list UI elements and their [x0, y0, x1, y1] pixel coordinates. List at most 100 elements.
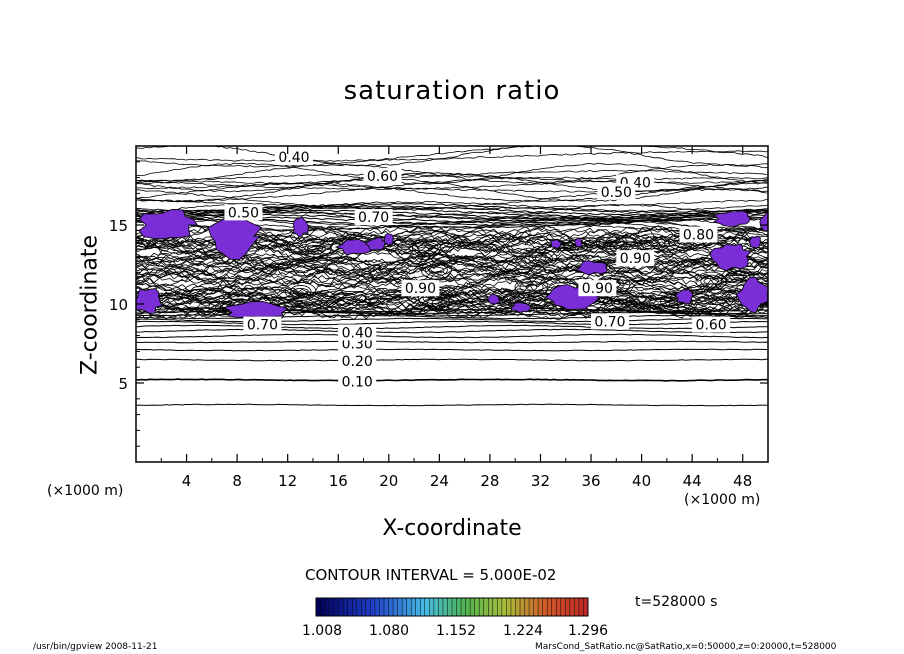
colorbar-stripe: [433, 598, 439, 616]
supersaturated-region: [675, 288, 694, 305]
colorbar-stripe: [424, 598, 430, 616]
contour-label-bg: [224, 204, 263, 221]
supersaturated-region: [383, 232, 395, 248]
contour-line: [136, 348, 768, 352]
supersaturated-region: [364, 237, 388, 251]
supersaturated-regions: [136, 208, 768, 319]
supersaturated-region: [710, 243, 752, 271]
colorbar-stripe: [347, 598, 353, 616]
contour-label: 0.60: [367, 169, 398, 185]
contour-line: [136, 403, 768, 407]
contour-label: 0.60: [696, 318, 727, 334]
colorbar-tick-label: 1.080: [368, 623, 410, 639]
supersaturated-region: [713, 210, 754, 227]
contour-label: 0.30: [342, 337, 373, 353]
contour-line: [136, 150, 768, 163]
contour-label: 0.50: [228, 205, 259, 221]
contour-line: [136, 275, 768, 300]
contour-label: 0.20: [342, 354, 373, 370]
contour-eddy: [695, 271, 728, 291]
colorbar-stripe: [497, 598, 502, 616]
contour-label: 0.90: [405, 281, 436, 297]
x-tick-label: 40: [632, 472, 651, 490]
contour-line: [136, 324, 768, 330]
contour-eddy: [514, 277, 549, 297]
colorbar-tick-label: 1.008: [301, 623, 343, 639]
colorbar-stripe: [379, 598, 384, 616]
contour-eddy: [528, 251, 553, 265]
footer-program-label: /usr/bin/gpview 2008-11-21: [33, 642, 158, 652]
x-tick-label: 44: [683, 472, 702, 490]
colorbar-stripe: [538, 598, 543, 616]
contour-label-bg: [616, 250, 655, 267]
supersaturated-region: [759, 211, 768, 232]
contour-line: [136, 259, 768, 277]
colorbar-stripe: [338, 598, 344, 616]
contour-label: 0.90: [620, 251, 651, 267]
contour-line: [136, 272, 768, 287]
contour-line: [136, 264, 768, 289]
colorbar-stripe: [560, 598, 566, 616]
contour-lines: [136, 146, 768, 407]
colorbar-stripe: [438, 598, 443, 616]
colorbar-stripe: [352, 598, 357, 616]
chart-title: saturation ratio: [343, 76, 561, 106]
contour-line: [136, 163, 768, 184]
colorbar-frame: [315, 597, 589, 617]
contour-label-bg: [354, 209, 393, 226]
colorbar-stripe: [574, 598, 579, 616]
colorbar-tick-label: 1.224: [502, 623, 544, 639]
contour-label: 0.70: [247, 318, 278, 334]
colorbar-stripe: [547, 598, 552, 616]
colorbar-stripe: [356, 598, 362, 616]
colorbar-stripe: [388, 598, 394, 616]
y-tick-label: 15: [109, 217, 128, 235]
contour-label-bg: [363, 168, 402, 185]
contour-line: [136, 320, 768, 326]
colorbar-stripe: [542, 598, 548, 616]
contour-label: 0.70: [358, 210, 389, 226]
contour-eddy: [729, 273, 746, 281]
contour-label-bg: [597, 183, 636, 200]
contour-eddy: [284, 282, 317, 301]
contour-labels: 0.100.200.300.400.400.60 0.400.500.50 0.70…: [224, 149, 731, 390]
contour-label: 0.50: [601, 185, 632, 201]
supersaturated-region: [486, 293, 503, 305]
contour-label-bg: [591, 313, 629, 330]
contour-line: [136, 270, 768, 286]
contour-label: 0.70: [594, 314, 625, 330]
contour-line: [136, 288, 768, 306]
contour-line: [136, 178, 768, 202]
x-tick-label: 36: [581, 472, 600, 490]
contour-line: [136, 358, 768, 362]
supersaturated-region: [510, 302, 533, 313]
contour-eddy: [409, 238, 442, 258]
colorbar-stripe: [474, 598, 480, 616]
colorbar-tick-label: 1.152: [435, 623, 477, 639]
contour-eddy: [605, 239, 618, 247]
colorbar-stripe: [452, 598, 457, 616]
colorbar-stripe: [343, 598, 348, 616]
colorbar-stripe: [316, 598, 321, 616]
colorbar-stripe: [415, 598, 421, 616]
x-tick-label: 20: [379, 472, 398, 490]
contour-label-bg: [679, 226, 718, 243]
colorbar-stripe: [397, 598, 403, 616]
colorbar-stripe: [479, 598, 484, 616]
colorbar-stripe: [374, 598, 380, 616]
supersaturated-region: [136, 288, 163, 314]
contour-line: [136, 291, 768, 309]
contour-line: [136, 284, 768, 307]
colorbar-stripe: [365, 598, 371, 616]
colorbar-stripe: [329, 598, 335, 616]
colorbar-stripe: [334, 598, 339, 616]
colorbar-stripe: [320, 598, 326, 616]
contour-label-bg: [338, 373, 377, 390]
supersaturated-region: [574, 237, 583, 248]
contour-eddy: [638, 236, 666, 250]
colorbar-stripe: [569, 598, 575, 616]
contour-eddy: [417, 244, 434, 252]
contour-label: 0.10: [342, 374, 373, 390]
colorbar-stripe: [501, 598, 507, 616]
colorbar-stripe: [510, 598, 516, 616]
